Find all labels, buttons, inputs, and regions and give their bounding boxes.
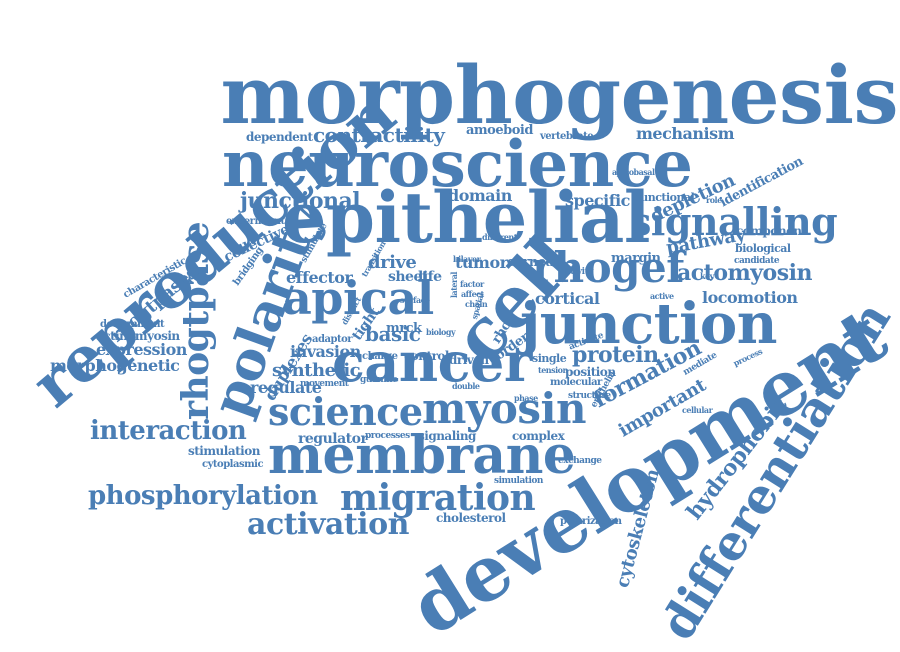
- word-signalling: signalling: [630, 199, 838, 244]
- word-surface: surface: [400, 295, 430, 305]
- word-adaptor: adaptor: [312, 334, 353, 345]
- word-neuroscience: neuroscience: [222, 127, 693, 202]
- word-biological: biological: [735, 242, 791, 255]
- word-complex: complex: [512, 429, 565, 443]
- word-apicobasal: apicobasal: [612, 167, 655, 177]
- word-mechanism: mechanism: [636, 124, 735, 143]
- word-morphogenesis: morphogenesis: [220, 48, 899, 142]
- word-regulate: regulate: [250, 378, 322, 397]
- word-guanine: guanine: [360, 375, 398, 385]
- word-chain: chain: [465, 299, 488, 309]
- word-factor: factor: [460, 279, 484, 289]
- word-tension: tension: [538, 365, 568, 375]
- word-key: key: [700, 271, 714, 281]
- word-control: control: [404, 349, 449, 363]
- word-cancer: cancer: [332, 330, 532, 394]
- word-signaling: signaling: [418, 429, 476, 443]
- word-effector: effector: [286, 268, 353, 287]
- word-epithelial: epithelial: [282, 176, 650, 259]
- word-position: position: [565, 365, 616, 379]
- word-molecular: molecular: [550, 377, 602, 388]
- word-morphogenetic: morphogenetic: [50, 356, 180, 375]
- word-actinomyosin: actinomyosin: [96, 329, 180, 343]
- word-myosin: myosin: [422, 384, 587, 433]
- word-affect: affect: [461, 289, 484, 299]
- word-functional: functional: [636, 191, 695, 204]
- word-dependent: dependent: [246, 130, 313, 144]
- word-driven: driven: [449, 353, 489, 367]
- word-rhogef: rhogef: [532, 243, 684, 292]
- word-charge: charge: [362, 351, 398, 362]
- word-vertebrate: vertebrate: [540, 131, 594, 142]
- word-exchange: exchange: [558, 456, 602, 466]
- word-double: double: [452, 381, 480, 391]
- word-phosphorylation: phosphorylation: [88, 481, 318, 511]
- word-experiment: experiment: [226, 216, 285, 227]
- word-sheet: sheet: [388, 269, 428, 285]
- word-polarization: polarization: [560, 516, 622, 527]
- word-margin: margin: [611, 251, 661, 266]
- word-different: different: [482, 232, 517, 242]
- word-membrane: membrane: [268, 425, 576, 486]
- word-structure: structure: [568, 391, 611, 401]
- word-contractility: contractility: [313, 123, 445, 147]
- word-activity: activity: [560, 267, 593, 277]
- word-invasion: invasion: [290, 342, 361, 361]
- word-cholesterol: cholesterol: [436, 511, 506, 525]
- word-specific: specific: [565, 191, 630, 210]
- word-tumor: tumor: [455, 253, 508, 272]
- word-single: single: [532, 352, 567, 365]
- word-science: science: [268, 389, 423, 434]
- word-cytoplasmic: cytoplasmic: [202, 459, 264, 470]
- word-component: component: [736, 224, 807, 238]
- word-migration: migration: [340, 477, 536, 519]
- word-actomyosin: actomyosin: [677, 260, 812, 286]
- word-mrck: mrck: [386, 321, 422, 336]
- word-simulation: simulation: [494, 476, 543, 486]
- word-phase: phase: [514, 393, 538, 403]
- word-cellular: cellular: [682, 405, 713, 415]
- word-basic: basic: [365, 322, 421, 346]
- word-interaction: interaction: [90, 416, 247, 446]
- word-expression: expression: [96, 340, 187, 359]
- word-corneal: corneal: [507, 255, 559, 270]
- word-locomotion: locomotion: [702, 288, 798, 307]
- word-candidate: candidate: [734, 256, 780, 266]
- word-movement: movement: [300, 379, 349, 389]
- word-apical: apical: [282, 271, 434, 325]
- word-cortical: cortical: [535, 289, 600, 308]
- word-stimulation: stimulation: [188, 444, 260, 458]
- word-regulator: regulator: [298, 431, 368, 447]
- word-bilayer: bilayer: [453, 254, 481, 264]
- word-biology: biology: [426, 327, 456, 337]
- word-domain: domain: [448, 186, 512, 205]
- word-amoeboid: amoeboid: [466, 123, 533, 138]
- word-junctional: junctional: [240, 188, 361, 214]
- word-junction: junction: [520, 291, 778, 357]
- word-activation: activation: [247, 507, 409, 542]
- word-protein: protein: [572, 342, 659, 368]
- word-active: active: [650, 291, 674, 301]
- word-lateral: lateral: [449, 272, 459, 298]
- word-rhogtpase: rhogtpase: [175, 221, 217, 420]
- word-synthetic: synthetic: [272, 360, 361, 381]
- word-life: life: [418, 269, 442, 285]
- word-drive: drive: [368, 252, 417, 273]
- word-determinant: determinant: [100, 319, 165, 330]
- word-role: role: [706, 195, 722, 205]
- word-processes: processes: [365, 431, 410, 441]
